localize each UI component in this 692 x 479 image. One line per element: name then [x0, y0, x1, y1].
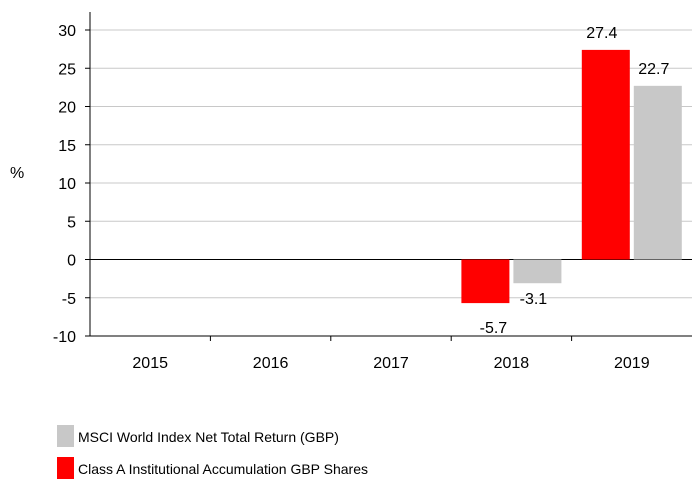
x-tick-label: 2019: [614, 355, 650, 372]
data-label: 22.7: [638, 61, 669, 78]
bar: [513, 259, 562, 284]
legend-swatch-class-a: [57, 457, 74, 479]
legend-swatch-msci: [57, 425, 74, 447]
y-tick-label: 15: [58, 138, 76, 155]
y-tick-label: 25: [58, 61, 76, 78]
bar: [633, 85, 682, 260]
x-tick-label: 2018: [494, 355, 530, 372]
x-tick-label: 2017: [373, 355, 409, 372]
y-tick-label: 20: [58, 100, 76, 117]
data-labels: -5.7 -3.1 27.4 22.7: [480, 25, 670, 337]
data-label: 27.4: [586, 25, 617, 42]
y-tick-label: 0: [67, 253, 76, 270]
data-label: -5.7: [480, 320, 508, 337]
legend: MSCI World Index Net Total Return (GBP) …: [57, 425, 368, 479]
bar: [581, 49, 630, 260]
x-tick-label: 2015: [132, 355, 168, 372]
x-tick-labels: 2015 2016 2017 2018 2019: [132, 336, 650, 372]
x-tick-label: 2016: [253, 355, 289, 372]
y-tick-label: 5: [67, 214, 76, 231]
data-label: -3.1: [520, 291, 548, 308]
y-axis-title: %: [10, 165, 24, 182]
y-tick-label: 10: [58, 176, 76, 193]
bars: [461, 49, 682, 304]
y-tick-label: -5: [62, 291, 76, 308]
gridlines: [85, 29, 692, 337]
legend-label-class-a: Class A Institutional Accumulation GBP S…: [78, 461, 368, 477]
y-tick-label: -10: [53, 329, 76, 346]
bar: [461, 259, 510, 304]
legend-label-msci: MSCI World Index Net Total Return (GBP): [78, 429, 339, 445]
y-tick-labels: 30 25 20 15 10 5 0 -5 -10: [53, 23, 76, 346]
y-tick-label: 30: [58, 23, 76, 40]
axes: [89, 12, 692, 337]
